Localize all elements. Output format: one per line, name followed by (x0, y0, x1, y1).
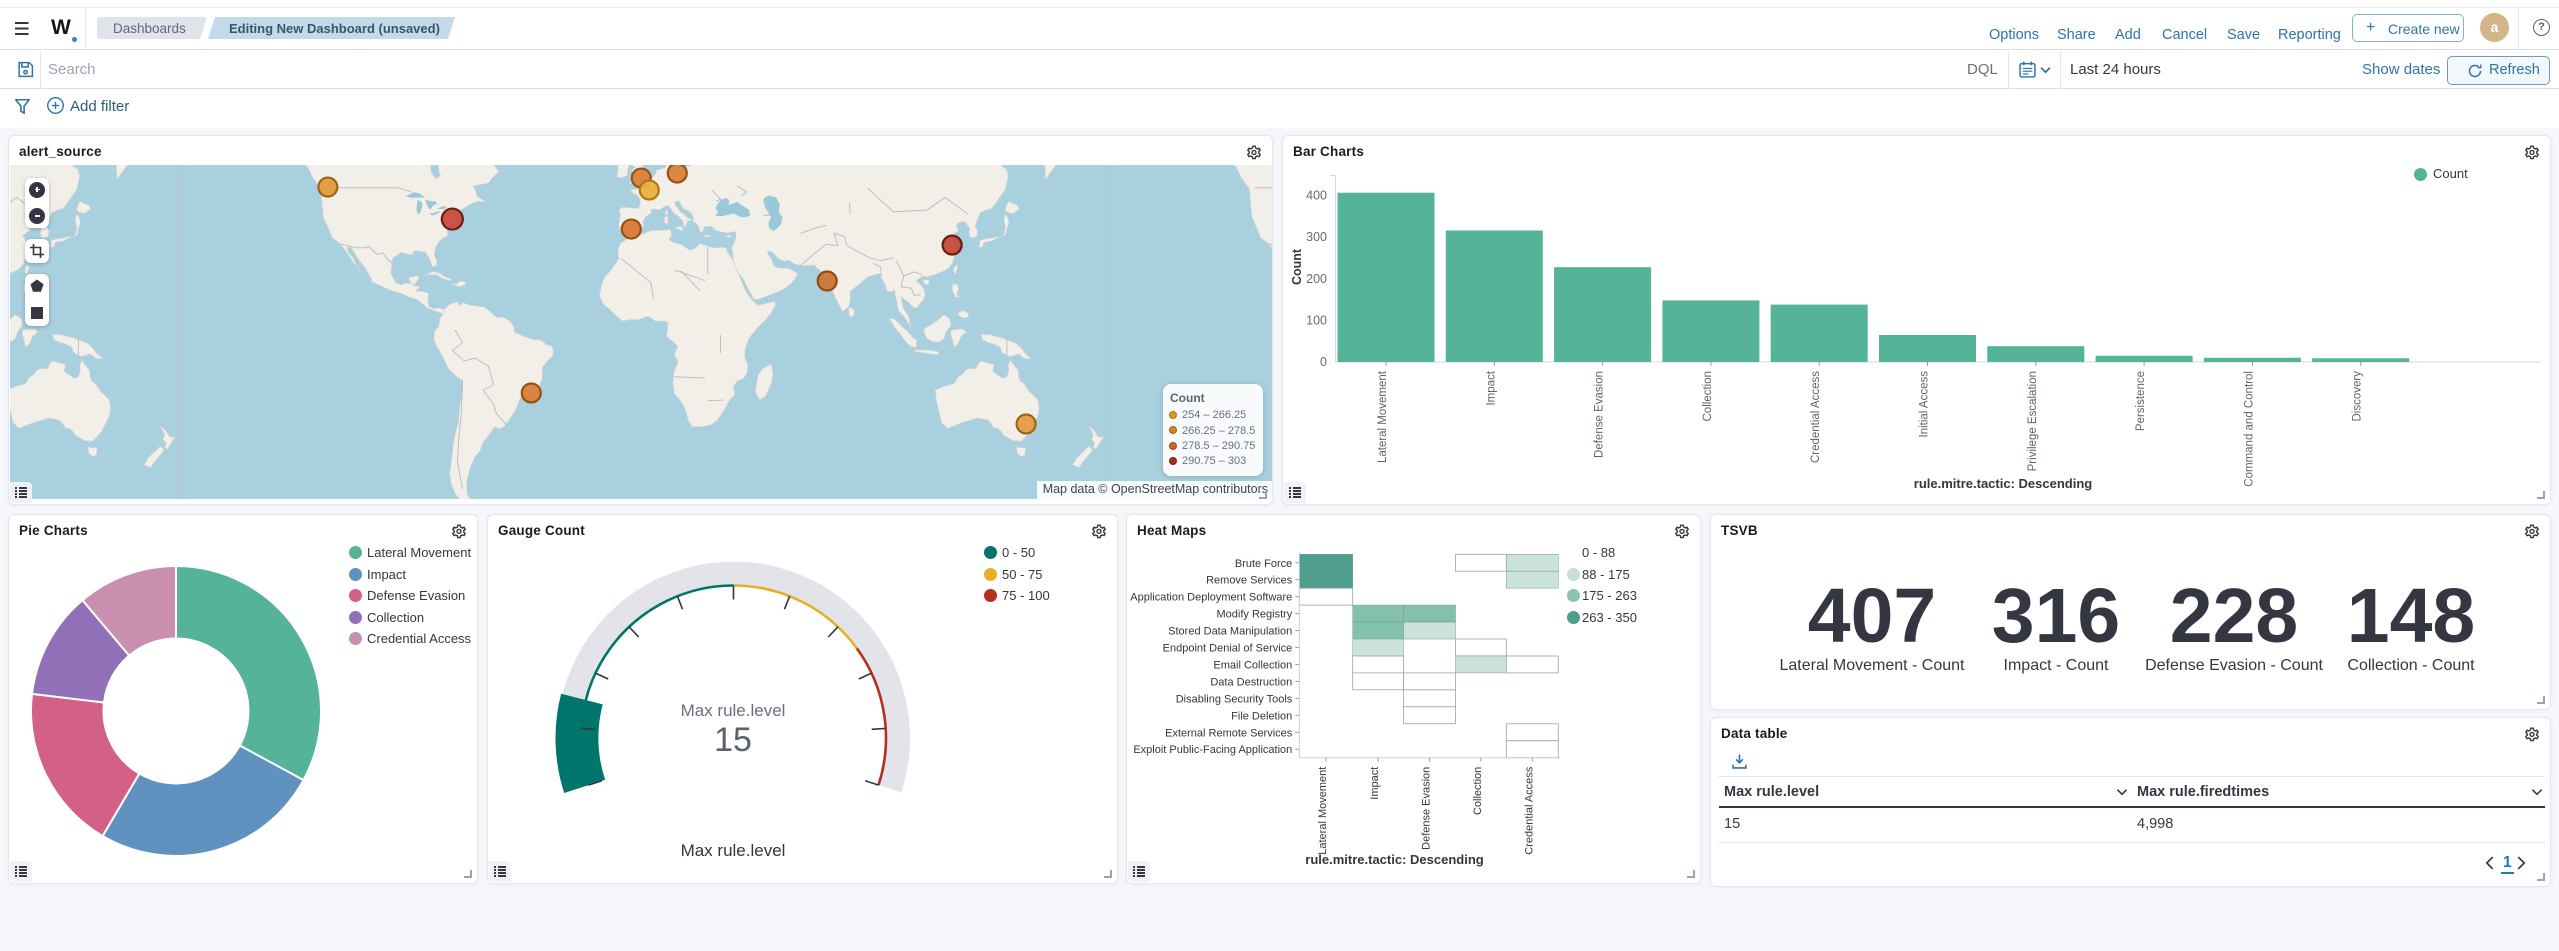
svg-text:400: 400 (1306, 189, 1327, 203)
svg-text:0: 0 (1320, 355, 1327, 369)
svg-text:Persistence: Persistence (2135, 371, 2147, 431)
svg-text:Email Collection: Email Collection (1213, 660, 1292, 672)
svg-text:Brute Force: Brute Force (1235, 558, 1292, 570)
svg-text:Credential Access: Credential Access (1810, 371, 1822, 463)
svg-text:300: 300 (1306, 230, 1327, 244)
svg-text:Modify Registry: Modify Registry (1217, 609, 1293, 621)
svg-text:Collection: Collection (1702, 371, 1714, 422)
svg-text:200: 200 (1306, 272, 1327, 286)
svg-text:Privilege Escalation: Privilege Escalation (2027, 371, 2039, 471)
svg-text:100: 100 (1306, 313, 1327, 327)
svg-text:Collection: Collection (1472, 767, 1484, 815)
svg-text:Stored Data Manipulation: Stored Data Manipulation (1168, 626, 1292, 638)
svg-text:Disabling Security Tools: Disabling Security Tools (1176, 693, 1293, 705)
svg-text:Count: Count (1290, 248, 1304, 285)
svg-text:Lateral Movement: Lateral Movement (1317, 767, 1329, 855)
svg-text:File Deletion: File Deletion (1231, 710, 1292, 722)
svg-text:Application Deployment Softwar: Application Deployment Software (1130, 592, 1292, 604)
svg-text:Impact: Impact (1369, 767, 1381, 800)
svg-text:Initial Access: Initial Access (1919, 371, 1931, 438)
svg-text:Defense Evasion: Defense Evasion (1421, 767, 1433, 850)
svg-text:Credential Access: Credential Access (1523, 766, 1535, 855)
svg-text:Impact: Impact (1485, 370, 1497, 405)
svg-text:Data Destruction: Data Destruction (1210, 676, 1292, 688)
svg-text:Exploit Public-Facing Applicat: Exploit Public-Facing Application (1133, 744, 1292, 756)
svg-text:Remove Services: Remove Services (1206, 575, 1293, 587)
svg-text:Endpoint Denial of Service: Endpoint Denial of Service (1163, 643, 1293, 655)
svg-text:Lateral Movement: Lateral Movement (1377, 370, 1389, 463)
svg-text:Command and Control: Command and Control (2243, 371, 2255, 487)
svg-text:Discovery: Discovery (2352, 371, 2364, 422)
svg-text:Defense Evasion: Defense Evasion (1594, 371, 1606, 458)
svg-text:External Remote Services: External Remote Services (1165, 727, 1293, 739)
